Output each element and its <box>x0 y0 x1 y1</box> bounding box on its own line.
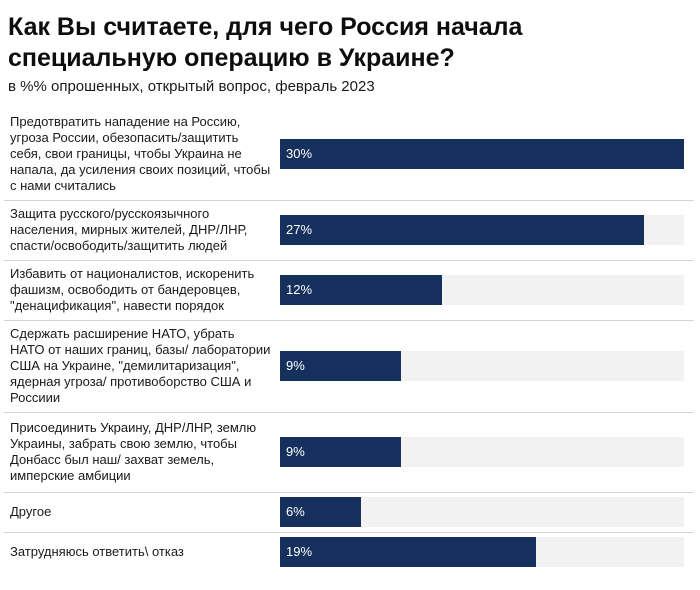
bar-row: Затрудняюсь ответить\ отказ 19% <box>0 532 700 572</box>
bar-row: Присоединить Украину, ДНР/ЛНР, землю Укр… <box>0 412 700 492</box>
row-divider <box>4 320 694 321</box>
bar: 9% <box>280 351 401 381</box>
category-label: Предотвратить нападение на Россию, угроз… <box>10 114 271 193</box>
bar-row: Избавить от националистов, искоренить фа… <box>0 260 700 320</box>
bar: 9% <box>280 437 401 467</box>
bar: 12% <box>280 275 442 305</box>
chart-subtitle: в %% опрошенных, открытый вопрос, феврал… <box>8 78 375 95</box>
row-divider <box>4 260 694 261</box>
row-divider <box>4 492 694 493</box>
category-label: Другое <box>10 504 52 519</box>
chart-title: Как Вы считаете, для чего Россия начала … <box>8 13 523 72</box>
bar-track: 19% <box>280 537 684 567</box>
bar-track: 12% <box>280 275 684 305</box>
category-label: Защита русского/русскоязычного населения… <box>10 206 248 253</box>
bar-row: Предотвратить нападение на Россию, угроз… <box>0 108 700 200</box>
bar-track: 9% <box>280 437 684 467</box>
bar-track: 30% <box>280 139 684 169</box>
bar-row: Сдержать расширение НАТО, убрать НАТО от… <box>0 320 700 412</box>
row-divider <box>4 532 694 533</box>
bar-track: 27% <box>280 215 684 245</box>
bar-track: 6% <box>280 497 684 527</box>
bar: 6% <box>280 497 361 527</box>
bar: 19% <box>280 537 536 567</box>
bar-value-label: 9% <box>286 444 305 459</box>
bar-value-label: 12% <box>286 282 313 297</box>
row-divider <box>4 412 694 413</box>
category-label: Присоединить Украину, ДНР/ЛНР, землю Укр… <box>10 420 257 483</box>
bar-value-label: 6% <box>286 504 305 519</box>
bar-value-label: 9% <box>286 358 305 373</box>
bar-row: Защита русского/русскоязычного населения… <box>0 200 700 260</box>
bar-track: 9% <box>280 351 684 381</box>
bar-row: Другое 6% <box>0 492 700 532</box>
bar-value-label: 30% <box>286 146 313 161</box>
bar: 30% <box>280 139 684 169</box>
category-label: Затрудняюсь ответить\ отказ <box>10 544 184 559</box>
bar-value-label: 27% <box>286 222 313 237</box>
category-label: Избавить от националистов, искоренить фа… <box>10 266 255 313</box>
bar: 27% <box>280 215 644 245</box>
category-label: Сдержать расширение НАТО, убрать НАТО от… <box>10 326 271 405</box>
bar-value-label: 19% <box>286 544 313 559</box>
row-divider <box>4 200 694 201</box>
